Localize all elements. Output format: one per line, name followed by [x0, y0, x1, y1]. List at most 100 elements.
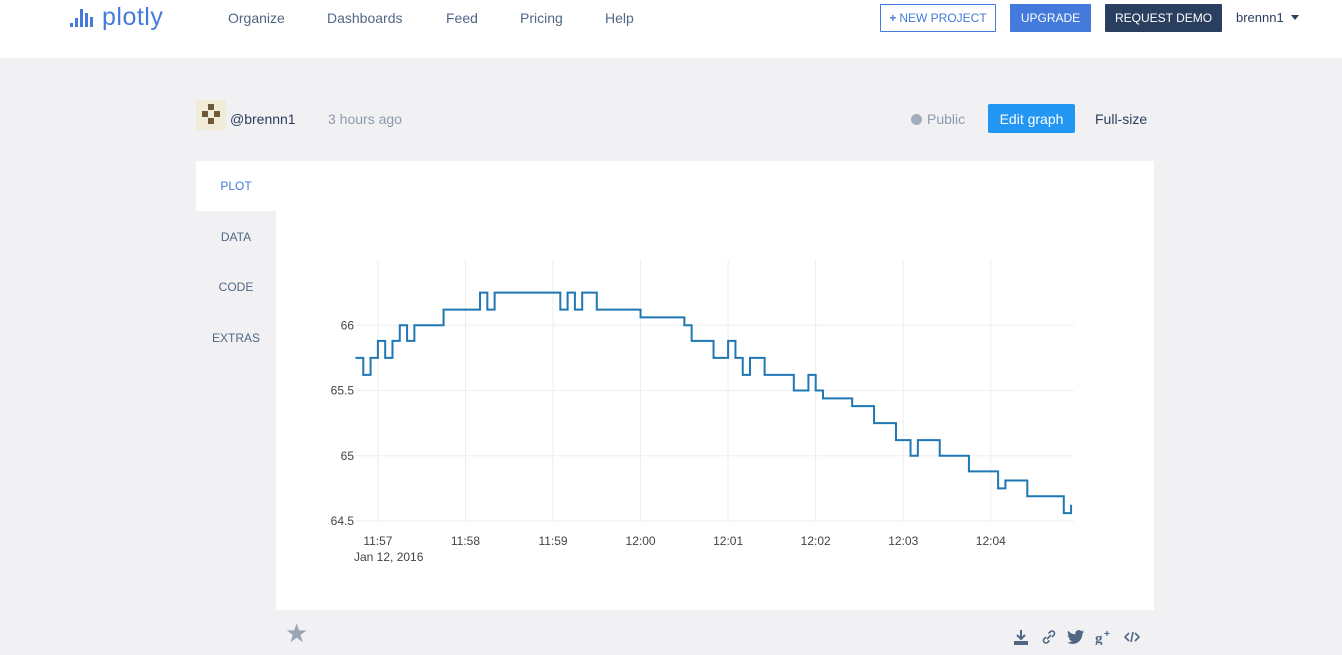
graph-card: PLOT DATA CODE EXTRAS [196, 161, 1154, 610]
series-layer [355, 291, 1073, 515]
tab-data[interactable]: DATA [220, 230, 252, 244]
data-point [982, 470, 985, 473]
y-tick-label: 65 [341, 449, 355, 463]
nav-organize[interactable]: Organize [228, 10, 285, 26]
data-point [376, 340, 379, 342]
data-point [895, 439, 897, 441]
data-point [435, 324, 438, 327]
data-point [800, 389, 803, 392]
data-point [749, 356, 751, 359]
data-point [457, 308, 460, 311]
avatar[interactable] [196, 100, 226, 130]
data-point [734, 356, 737, 359]
data-point [683, 324, 686, 327]
data-point [887, 422, 890, 425]
data-point [902, 439, 905, 441]
data-point [544, 291, 547, 294]
data-point [792, 389, 795, 392]
google-plus-icon[interactable]: g + [1095, 628, 1113, 646]
data-point [508, 291, 511, 294]
data-point [916, 439, 919, 441]
data-point [727, 340, 730, 342]
gridlines [356, 260, 1074, 522]
data-point [603, 308, 605, 311]
data-point [581, 291, 584, 294]
data-point [1004, 479, 1007, 482]
data-point [406, 340, 408, 342]
data-point [522, 291, 525, 294]
x-tick-label: 12:03 [888, 534, 918, 548]
data-point [559, 308, 562, 311]
nav-feed[interactable]: Feed [446, 10, 478, 26]
data-point [719, 356, 722, 359]
data-point [741, 373, 744, 376]
tab-extras[interactable]: EXTRAS [211, 331, 260, 345]
tab-code[interactable]: CODE [218, 280, 254, 294]
data-point [355, 356, 357, 359]
data-point [705, 340, 708, 342]
x-tick-label: 11:59 [538, 534, 567, 548]
data-point [931, 439, 934, 441]
y-tick-label: 66 [341, 318, 355, 332]
data-point [420, 324, 423, 327]
data-point [1070, 504, 1072, 507]
x-tick-label: 11:58 [451, 534, 480, 548]
line-chart[interactable]: 11:57 11:58 11:59 12:00 12:01 12:02 12:03 12:04… [276, 212, 1154, 610]
data-point [625, 308, 627, 311]
plus-icon: + [889, 11, 897, 25]
data-point [639, 316, 642, 319]
upgrade-button[interactable]: UPGRADE [1010, 4, 1091, 32]
data-point [574, 308, 576, 311]
embed-icon[interactable] [1123, 628, 1141, 646]
data-point [829, 397, 832, 400]
data-point [449, 308, 452, 311]
data-point [661, 316, 664, 319]
data-point [946, 454, 948, 457]
axis-ticks: 11:57 11:58 11:59 12:00 12:01 12:02 12:03 12:04… [331, 318, 1007, 548]
data-point [428, 324, 430, 327]
data-point [1055, 495, 1058, 498]
data-point [413, 324, 416, 327]
new-project-button[interactable]: + NEW PROJECT [880, 4, 996, 32]
data-point [880, 422, 883, 425]
data-point [712, 356, 715, 359]
data-point [865, 405, 868, 408]
data-point [479, 291, 481, 294]
data-point [486, 308, 489, 311]
nav-dashboards[interactable]: Dashboards [327, 10, 403, 26]
full-size-link[interactable]: Full-size [1095, 111, 1148, 127]
data-point [384, 356, 387, 359]
data-point [851, 405, 854, 408]
y-tick-label: 65.5 [331, 384, 355, 398]
data-point [552, 291, 554, 294]
nav-pricing[interactable]: Pricing [520, 10, 563, 26]
nav-help[interactable]: Help [605, 10, 634, 26]
tab-plot[interactable]: PLOT [196, 161, 276, 211]
data-point [515, 291, 518, 294]
twitter-icon[interactable] [1067, 628, 1085, 646]
caret-down-icon [1290, 15, 1299, 20]
data-point [814, 389, 817, 392]
new-project-label: NEW PROJECT [899, 11, 987, 25]
star-icon[interactable]: ★ [285, 618, 309, 648]
author-name[interactable]: @brennn1 [230, 111, 296, 127]
data-point [362, 373, 365, 376]
data-point [617, 308, 620, 311]
data-point [676, 316, 678, 319]
data-point [1026, 495, 1029, 498]
download-icon[interactable] [1012, 628, 1030, 646]
link-icon[interactable] [1040, 628, 1058, 646]
data-point [843, 397, 846, 400]
plotly-logo[interactable]: plotly [69, 2, 163, 32]
data-point [997, 487, 1000, 490]
globe-icon [911, 113, 922, 125]
edit-graph-button[interactable]: Edit graph [988, 104, 1075, 133]
user-menu[interactable]: brennn1 [1236, 10, 1299, 25]
data-point [968, 470, 970, 473]
data-point [873, 422, 875, 425]
data-point [756, 356, 759, 359]
data-point [1040, 495, 1043, 498]
data-point [398, 324, 401, 327]
avatar-pattern-icon [202, 104, 220, 124]
request-demo-button[interactable]: REQUEST DEMO [1105, 4, 1222, 32]
